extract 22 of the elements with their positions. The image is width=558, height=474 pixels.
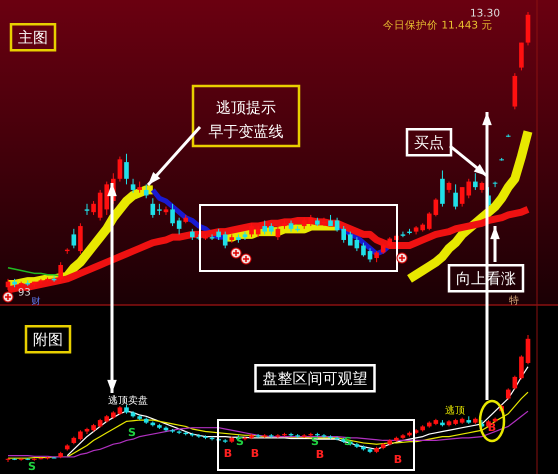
annotation: B <box>488 420 496 434</box>
annotation: 附图 <box>33 330 63 348</box>
text: 特 <box>509 294 519 306</box>
annotation: B <box>224 446 232 460</box>
annotation: 逃顶提示 <box>216 98 276 116</box>
annotation: 逃顶 <box>445 404 465 416</box>
annotation: B <box>394 452 402 466</box>
annotation: 盘整区间可观望 <box>262 369 368 388</box>
annotation: 93 <box>18 288 31 298</box>
annotation: S <box>344 434 352 448</box>
annotation: 早于变蓝线 <box>208 122 284 140</box>
annotation: 13.30 <box>470 8 500 20</box>
annotation: 主图 <box>18 28 48 46</box>
text: 财 <box>32 296 40 308</box>
annotation: 逃顶卖盘 <box>108 394 148 406</box>
annotation: S <box>28 460 36 473</box>
annotation: S <box>128 426 136 439</box>
annotation: B <box>250 446 260 460</box>
annotation: 买点 <box>414 133 444 152</box>
annotation: B <box>316 448 324 461</box>
annotation: S <box>236 434 244 448</box>
annotation: 今日保护价 11.443 元 <box>383 18 492 32</box>
